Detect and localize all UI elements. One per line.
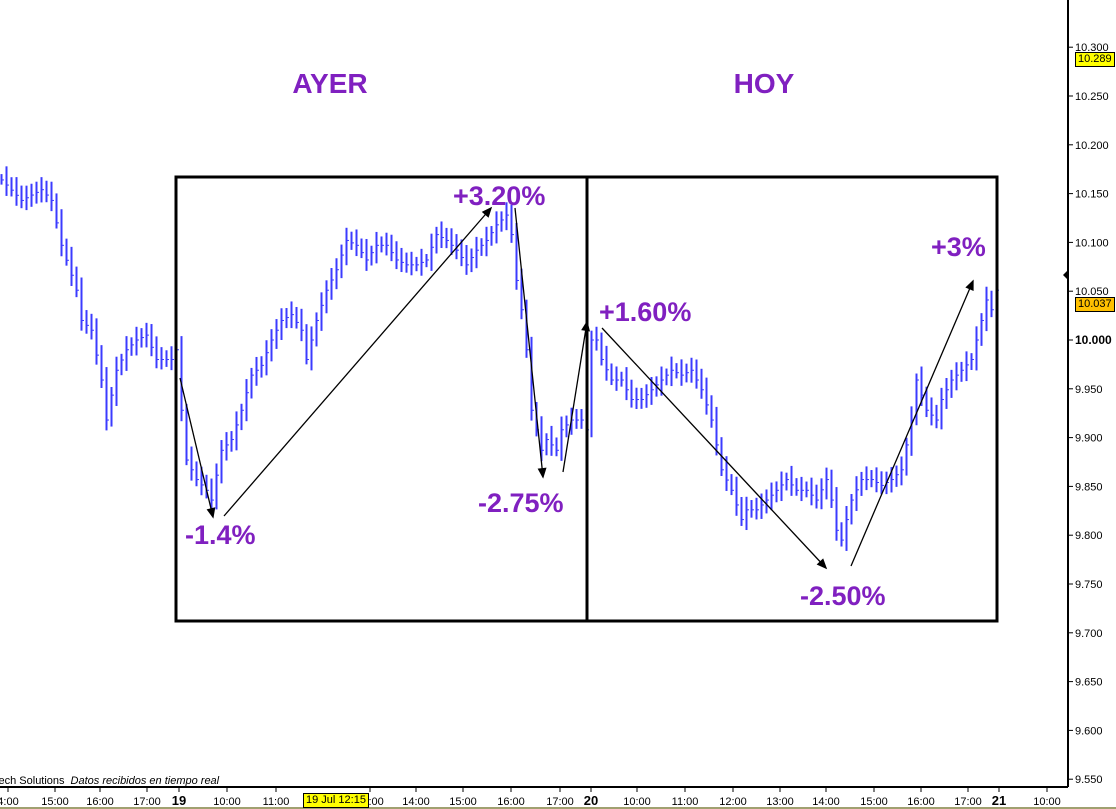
x-tick-label: 16:00 [86, 796, 114, 808]
x-tick-label: 14:00 [812, 796, 840, 808]
y-tick-label: 9.600 [1075, 725, 1103, 737]
arrowhead-icon [206, 507, 216, 519]
x-tick-label: 21 [992, 793, 1006, 808]
section-label-ayer: AYER [292, 68, 367, 99]
data-status: Datos recibidos en tiempo real [70, 775, 220, 787]
period-boxes [174, 175, 999, 623]
x-tick-label: 17:00 [133, 796, 161, 808]
last-price-marker-icon [1063, 270, 1068, 280]
x-tick-label: 17:00 [954, 796, 982, 808]
trend-arrow [601, 327, 827, 569]
x-tick-label: 10:00 [623, 796, 651, 808]
y-tick-label: 9.700 [1075, 628, 1103, 640]
x-tick-label: 10:00 [1033, 796, 1061, 808]
trend-arrow [179, 377, 214, 518]
annotation-minus-2-50: -2.50% [800, 581, 886, 611]
y-tick-label: 10.100 [1075, 237, 1109, 249]
annotation-minus-2-75: -2.75% [478, 488, 564, 518]
x-tick-label: 10:00 [213, 796, 241, 808]
y-tick-label: 9.950 [1075, 384, 1103, 396]
x-tick-label: 15:00 [860, 796, 888, 808]
y-tick-label: 9.650 [1075, 677, 1103, 689]
high-price-badge: 10.289 [1075, 52, 1115, 67]
x-tick-label: 16:00 [497, 796, 525, 808]
x-tick-label: 13:00 [766, 796, 794, 808]
x-tick-label: 15:00 [449, 796, 477, 808]
y-tick-label: 10.200 [1075, 140, 1109, 152]
y-tick-label: 9.800 [1075, 530, 1103, 542]
y-tick-label: 9.900 [1075, 433, 1103, 445]
footer: Tech Solutions Datos recibidos en tiempo … [0, 775, 219, 787]
trend-arrows [179, 206, 974, 570]
arrowhead-icon [537, 467, 547, 479]
y-tick-label: 10.150 [1075, 189, 1109, 201]
y-tick-label: 9.750 [1075, 579, 1103, 591]
x-tick-label: 12:00 [719, 796, 747, 808]
x-tick-label: 15:00 [41, 796, 69, 808]
y-tick-label: 9.550 [1075, 774, 1103, 786]
annotation-plus-3-20: +3.20% [453, 181, 545, 211]
x-tick-label: 16:00 [907, 796, 935, 808]
y-axis: 10.30010.25010.20010.15010.10010.05010.0… [1068, 42, 1112, 786]
trend-arrow [514, 207, 544, 478]
x-tick-label: 19 [172, 793, 186, 808]
y-tick-label: 9.850 [1075, 481, 1103, 493]
cursor-time-badge: 19 Jul 12:15 [303, 793, 369, 808]
annotation-plus-3: +3% [931, 232, 986, 262]
trend-arrow [562, 321, 588, 473]
arrowhead-icon [816, 558, 828, 570]
trend-arrow [850, 280, 974, 567]
arrowhead-icon [581, 320, 591, 332]
x-tick-label: 11:00 [672, 796, 699, 808]
x-tick-label: 11:00 [263, 796, 290, 808]
y-tick-label: 10.250 [1075, 91, 1109, 103]
y-tick-label: 10.000 [1075, 333, 1112, 347]
last-price-badge: 10.037 [1075, 297, 1115, 312]
arrowhead-icon [965, 279, 974, 291]
y-tick-label: 10.300 [1075, 42, 1109, 54]
x-tick-label: 4:00 [0, 796, 19, 808]
vendor-name: Tech Solutions [0, 775, 65, 787]
annotation-plus-1-60: +1.60% [599, 297, 691, 327]
annotation-minus-1-4: -1.4% [185, 520, 256, 550]
price-bars [0, 166, 999, 551]
x-tick-label: 20 [584, 793, 598, 808]
section-label-hoy: HOY [734, 68, 795, 99]
x-axis: 4:00 15:00 16:00 17:00 19 10:00 11:00 13:00 14:0… [0, 787, 1061, 808]
x-tick-label: 14:00 [402, 796, 430, 808]
y-tick-label: 10.050 [1075, 286, 1109, 298]
trend-arrow [223, 207, 492, 517]
x-tick-label: 17:00 [546, 796, 574, 808]
arrowhead-icon [481, 206, 493, 218]
